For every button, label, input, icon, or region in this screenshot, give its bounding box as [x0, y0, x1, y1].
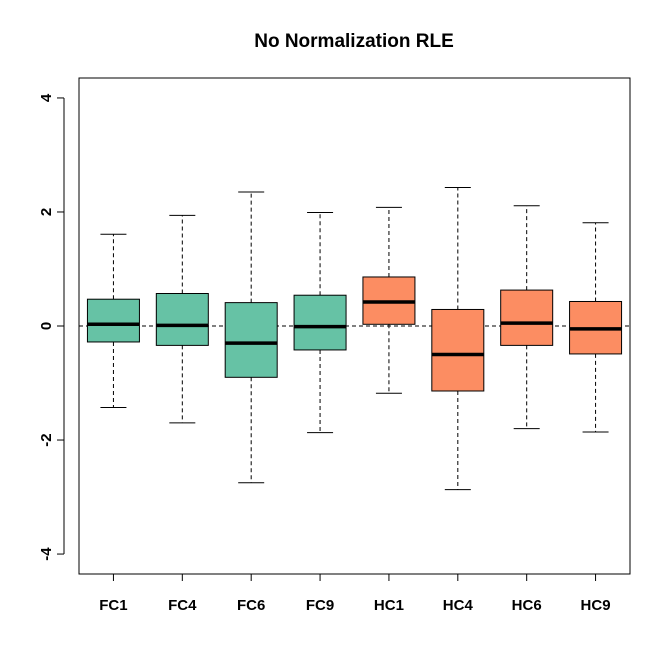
- x-tick-label: HC9: [581, 597, 611, 614]
- x-tick-label: FC6: [237, 597, 265, 614]
- box-FC4: [155, 293, 209, 346]
- plot-area: -4 -2 0 2 4 FC1 FC4 FC6 FC9 HC1 HC4 HC6 HC9: [38, 77, 631, 614]
- x-tick-label: HC1: [374, 597, 404, 614]
- y-tick-label: -4: [38, 547, 55, 561]
- x-tick-label: HC4: [443, 597, 474, 614]
- x-tick-label: FC1: [99, 597, 127, 614]
- y-tick-label: 4: [38, 93, 55, 102]
- x-tick-label: FC4: [168, 597, 197, 614]
- x-tick-label: HC6: [512, 597, 542, 614]
- x-tick-label: FC9: [306, 597, 334, 614]
- box-HC6: [500, 289, 554, 346]
- y-tick-label: -2: [38, 433, 55, 446]
- y-tick-label: 2: [38, 208, 55, 216]
- box-FC9: [293, 294, 347, 351]
- chart-title: No Normalization RLE: [254, 31, 454, 52]
- box-FC6: [224, 302, 278, 378]
- box-FC1: [86, 298, 140, 343]
- y-tick-label: 0: [38, 322, 55, 330]
- box-HC4: [431, 308, 485, 392]
